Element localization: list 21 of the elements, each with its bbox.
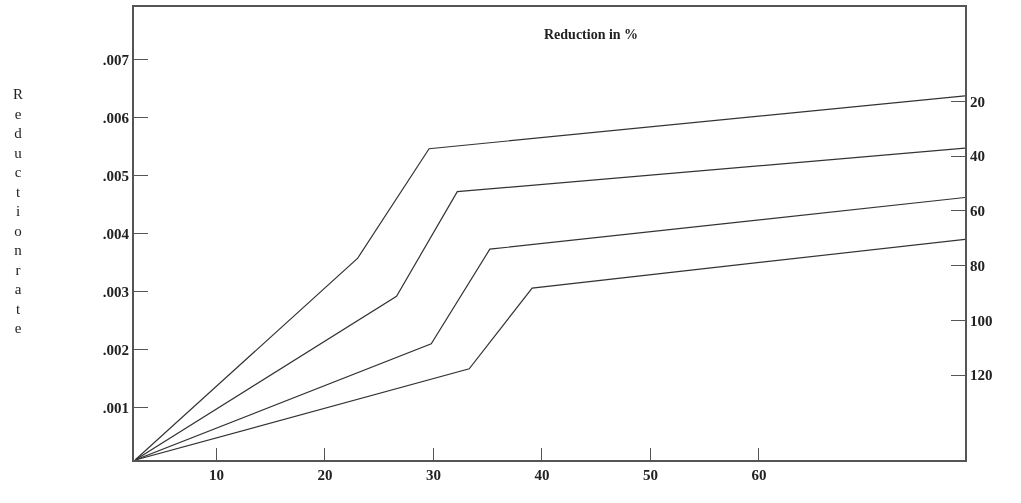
y2-tick-label: 100 bbox=[970, 312, 993, 329]
x-tick-label: 60 bbox=[751, 467, 767, 483]
y2-tick-label: 120 bbox=[970, 367, 993, 384]
y2-tick-label: 40 bbox=[970, 148, 985, 165]
x-tick-label: 20 bbox=[317, 467, 333, 483]
y2-tick-label: 80 bbox=[970, 257, 985, 274]
y-tick-label: .007 bbox=[102, 51, 130, 68]
y2-tick-label: 20 bbox=[970, 93, 985, 110]
y-tick-label: .002 bbox=[102, 341, 129, 358]
y-tick-label: .001 bbox=[102, 399, 129, 416]
y2-tick-label: 60 bbox=[970, 203, 985, 220]
x-tick-label: 10 bbox=[208, 467, 224, 483]
x-tick-label: 30 bbox=[425, 467, 441, 483]
x-tick-label: 40 bbox=[534, 467, 550, 483]
text: Reduction in % bbox=[543, 27, 639, 43]
text: Reductionrate bbox=[13, 86, 24, 336]
y-tick-label: .003 bbox=[102, 283, 129, 300]
y-tick-label: .004 bbox=[102, 225, 130, 242]
y-tick-label: .005 bbox=[102, 167, 129, 184]
y-tick-label: .006 bbox=[102, 109, 130, 126]
x-tick-label: 50 bbox=[642, 467, 658, 483]
